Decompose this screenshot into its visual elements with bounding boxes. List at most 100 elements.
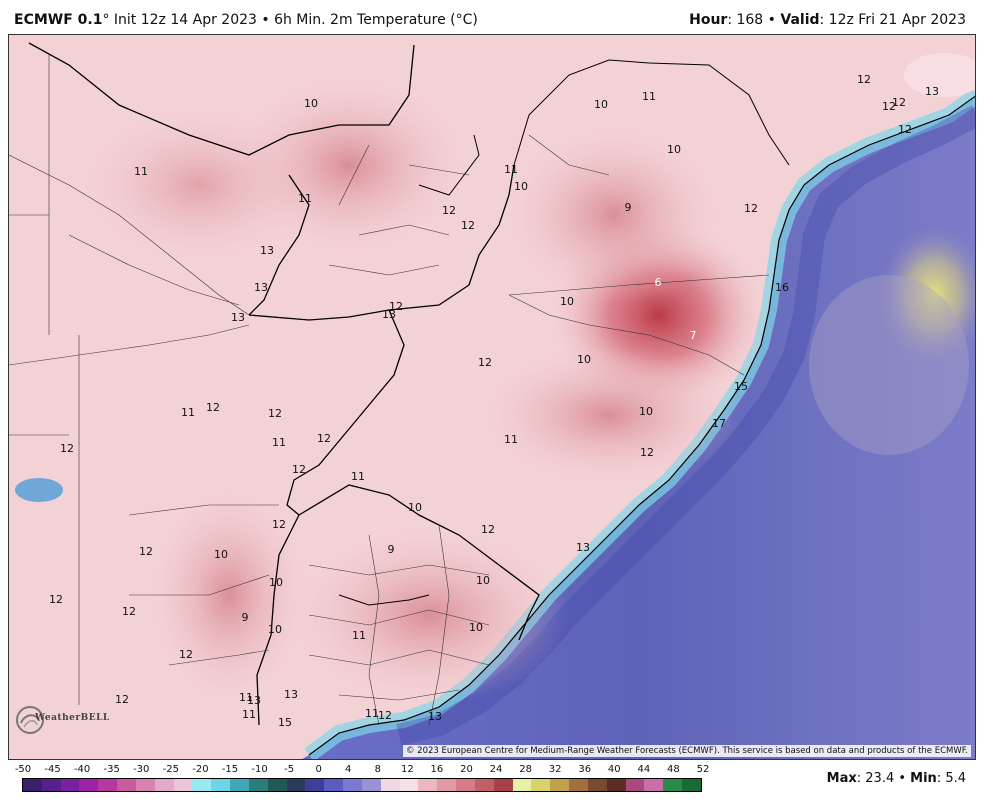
scale-swatch bbox=[230, 779, 249, 791]
cold-zone-northwest bbox=[79, 105, 319, 265]
scale-tick: 28 bbox=[519, 764, 532, 775]
max-min-readout: Max: 23.4 • Min: 5.4 bbox=[827, 771, 966, 786]
temperature-label: 13 bbox=[247, 694, 261, 707]
ocean bbox=[302, 96, 975, 759]
scale-swatch bbox=[569, 779, 588, 791]
border-paraguay-south bbox=[248, 164, 515, 321]
border-north bbox=[28, 42, 415, 156]
temperature-label: 10 bbox=[268, 623, 282, 636]
temperature-label: 11 bbox=[242, 708, 256, 721]
scale-swatch bbox=[135, 779, 155, 791]
temperature-label: 9 bbox=[242, 611, 249, 624]
scale-swatch bbox=[512, 779, 532, 791]
max-value: : 23.4 • bbox=[856, 771, 911, 786]
temperature-label: 11 bbox=[642, 90, 656, 103]
scale-tick: -5 bbox=[284, 764, 295, 775]
color-scale: -50 -45 -40 -35 -30 -25 -20 -15 -10 -5 0 4 8 12 16 20 24… bbox=[0, 762, 984, 808]
lake bbox=[15, 478, 63, 502]
scale-tick: 44 bbox=[637, 764, 651, 775]
scale-tick: -25 bbox=[162, 764, 179, 775]
hour-value: : 168 • bbox=[727, 12, 781, 28]
scale-swatch bbox=[606, 779, 626, 791]
scale-swatch bbox=[98, 779, 118, 791]
scale-tick: -40 bbox=[73, 764, 91, 775]
temperature-label: 13 bbox=[576, 541, 590, 554]
valid-value: : 12z Fri 21 Apr 2023 bbox=[819, 12, 966, 28]
temperature-label: 17 bbox=[712, 417, 726, 430]
temperature-label: 12 bbox=[115, 693, 129, 706]
temperature-label: 12 bbox=[640, 446, 654, 459]
run-info: ° Init 12z 14 Apr 2023 • 6h Min. 2m Temp… bbox=[102, 12, 478, 28]
temperature-label: 13 bbox=[925, 85, 939, 98]
scale-tick: 8 bbox=[374, 764, 381, 775]
temperature-label: 13 bbox=[428, 710, 442, 723]
coastline bbox=[308, 95, 975, 756]
temperature-label: 10 bbox=[667, 143, 681, 156]
temperature-label: 6 bbox=[655, 276, 662, 289]
model-name: ECMWF 0.1 bbox=[14, 12, 103, 28]
temperature-label: 11 bbox=[352, 629, 366, 642]
temperature-label: 13 bbox=[231, 311, 245, 324]
scale-swatch bbox=[23, 779, 42, 791]
temperature-label: 11 bbox=[504, 433, 518, 446]
scale-swatch bbox=[324, 779, 344, 791]
temperature-label: 11 bbox=[365, 707, 379, 720]
scale-swatch bbox=[41, 779, 61, 791]
temperature-label: 11 bbox=[298, 192, 312, 205]
temperature-label: 12 bbox=[478, 356, 492, 369]
temperature-label: 13 bbox=[260, 244, 274, 257]
temperature-label: 12 bbox=[179, 648, 193, 661]
cold-zone-south-brazil bbox=[479, 345, 739, 485]
temperature-label: 13 bbox=[254, 281, 268, 294]
temperature-label: 12 bbox=[139, 545, 153, 558]
border-argentina-uruguay bbox=[256, 514, 300, 726]
temperature-label: 10 bbox=[469, 621, 483, 634]
scale-swatch bbox=[248, 779, 268, 791]
temperature-label: 12 bbox=[744, 202, 758, 215]
scale-tick: 48 bbox=[667, 764, 680, 775]
scale-swatch bbox=[474, 779, 494, 791]
temperature-label: 12 bbox=[389, 300, 403, 313]
temperature-label: 10 bbox=[214, 548, 228, 561]
scale-tick: 4 bbox=[345, 764, 352, 775]
scale-swatch bbox=[79, 779, 99, 791]
scale-swatch bbox=[399, 779, 419, 791]
border-argentina-brazil bbox=[286, 309, 405, 516]
scale-swatch bbox=[418, 779, 438, 791]
scale-swatch bbox=[531, 779, 551, 791]
temperature-label: 12 bbox=[272, 518, 286, 531]
min-label: Min bbox=[910, 771, 937, 786]
temperature-label: 10 bbox=[304, 97, 318, 110]
temperature-label: 11 bbox=[239, 691, 253, 704]
scale-tick: 36 bbox=[578, 764, 592, 775]
temperature-label: 12 bbox=[882, 100, 896, 113]
temperature-label: 12 bbox=[892, 96, 906, 109]
temperature-label: 7 bbox=[690, 329, 697, 342]
scale-swatch bbox=[625, 779, 645, 791]
scale-bar bbox=[22, 778, 702, 792]
scale-swatch bbox=[361, 779, 381, 791]
temperature-label: 10 bbox=[594, 98, 608, 111]
scale-swatch bbox=[437, 779, 457, 791]
scale-tick: 32 bbox=[548, 764, 562, 775]
scale-swatch bbox=[60, 779, 80, 791]
scale-swatch bbox=[550, 779, 570, 791]
min-value: : 5.4 bbox=[936, 771, 966, 786]
temperature-label: 12 bbox=[481, 523, 495, 536]
scale-swatch bbox=[192, 779, 212, 791]
scale-swatch bbox=[343, 779, 362, 791]
warm-sea-patch bbox=[879, 225, 975, 365]
scale-swatch bbox=[380, 779, 400, 791]
scale-tick: 40 bbox=[607, 764, 621, 775]
temperature-label: 12 bbox=[292, 463, 306, 476]
weatherbell-logo: WeatherBELL bbox=[15, 699, 109, 741]
scale-swatch bbox=[154, 779, 174, 791]
temperature-label: 12 bbox=[268, 407, 282, 420]
scale-tick: -15 bbox=[221, 764, 239, 775]
copyright-notice: © 2023 European Centre for Medium-Range … bbox=[402, 745, 971, 757]
temperature-label: 12 bbox=[206, 401, 220, 414]
temperature-label: 16 bbox=[775, 281, 789, 294]
temperature-label: 12 bbox=[898, 123, 912, 136]
temperature-map[interactable]: 10 11 11 13 13 13 12 13 12 12 10 11 10 11 10 9 12 6 7 10 16 1… bbox=[8, 34, 976, 760]
